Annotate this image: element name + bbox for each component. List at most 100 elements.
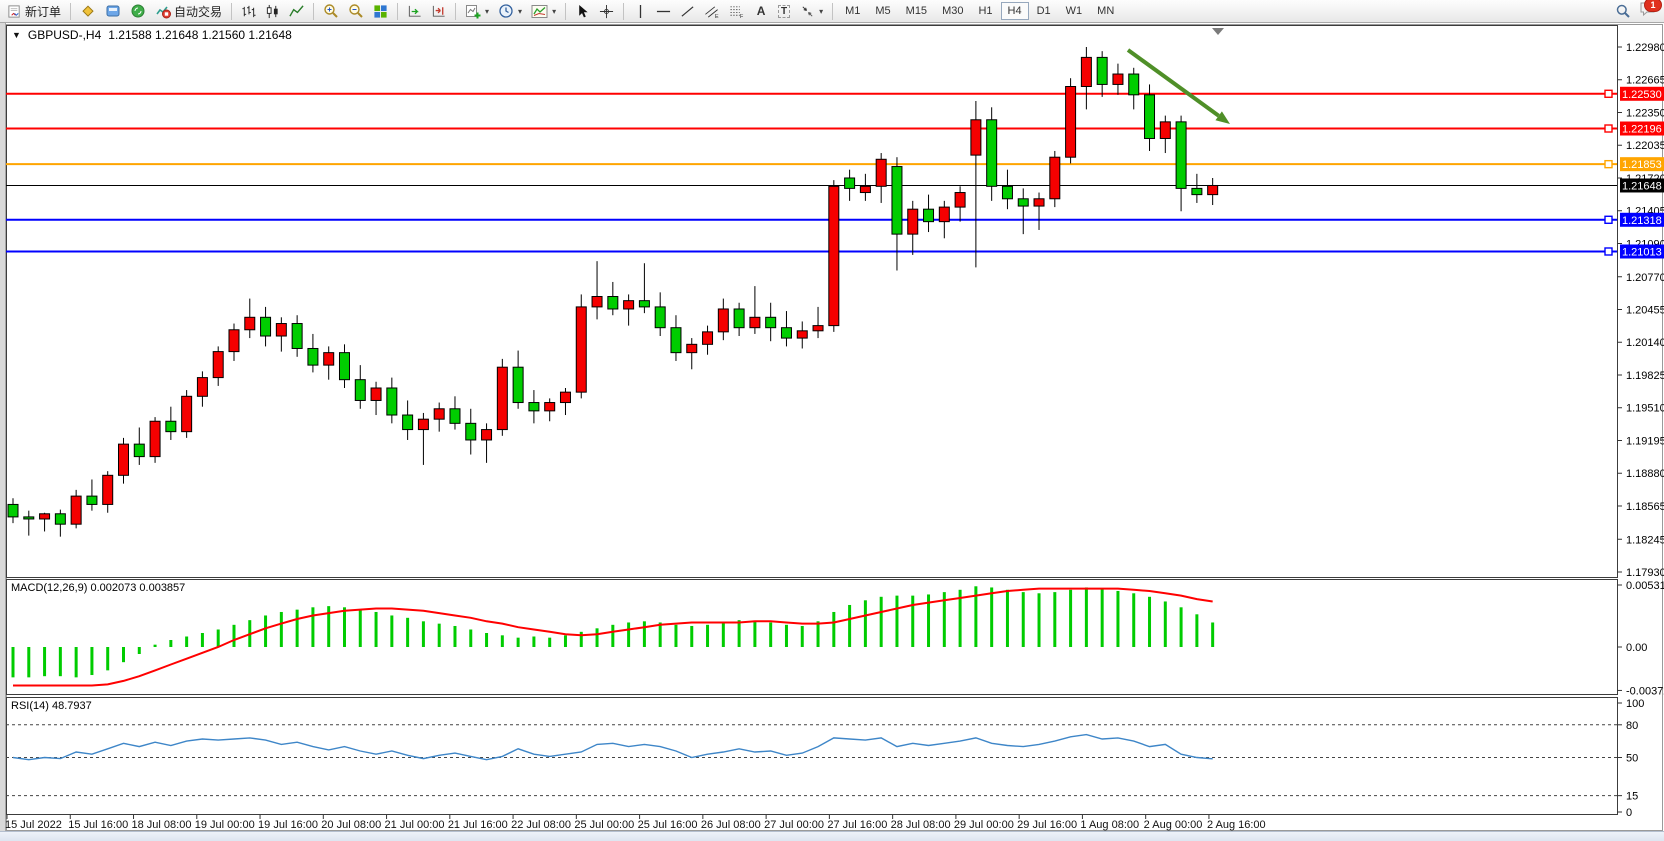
toolbar-separator	[397, 2, 399, 20]
timeframe-mn[interactable]: MN	[1090, 2, 1121, 20]
candle	[654, 306, 666, 329]
channel-letter: E	[715, 14, 719, 19]
rsi-tick-label: 80	[1626, 720, 1638, 732]
text-icon: A	[756, 4, 766, 18]
candle	[907, 208, 919, 235]
trendline-icon	[680, 4, 695, 19]
candle	[133, 443, 145, 458]
rsi-panel	[6, 697, 1618, 815]
timeframe-h1[interactable]: H1	[971, 2, 999, 20]
zoom-out-button[interactable]	[344, 1, 368, 21]
candle	[607, 296, 619, 310]
candle	[323, 352, 335, 366]
macd-signal-line	[13, 587, 1213, 687]
timeframe-w1[interactable]: W1	[1059, 2, 1090, 20]
crosshair-button[interactable]	[595, 1, 618, 21]
candle	[1080, 56, 1092, 88]
chevron-down-icon: ▾	[552, 6, 557, 16]
time-axis-label: 15 Jul 16:00	[68, 819, 128, 831]
timeframe-d1[interactable]: D1	[1030, 2, 1058, 20]
chevron-down-icon: ▾	[819, 6, 824, 16]
candle	[23, 516, 35, 520]
zoom-in-button[interactable]	[319, 1, 343, 21]
indicators-button[interactable]: ▾	[527, 1, 560, 21]
chart-shift-marker[interactable]	[1212, 28, 1224, 35]
macd-tick-label: -0.00372	[1626, 685, 1664, 697]
line-chart-icon	[289, 4, 304, 19]
time-axis-label: 29 Jul 00:00	[954, 819, 1014, 831]
chart-shift-button[interactable]	[427, 1, 450, 21]
bar-chart-button[interactable]	[237, 1, 260, 21]
time-axis-label: 19 Jul 16:00	[258, 819, 318, 831]
arrows-tool-button[interactable]: ▾	[796, 1, 827, 21]
vertical-line-tool-button[interactable]	[629, 1, 651, 21]
tile-windows-button[interactable]	[369, 1, 392, 21]
crosshair-icon	[599, 4, 614, 19]
candle	[512, 366, 524, 404]
status-bar	[0, 831, 1664, 841]
candle	[938, 206, 950, 223]
toolbar-separator	[832, 2, 834, 20]
text-tool-button[interactable]: A	[750, 1, 772, 21]
terminal-icon	[105, 3, 121, 19]
text-label-tool-button[interactable]: T	[773, 1, 795, 21]
candle	[859, 185, 871, 194]
candle	[417, 418, 429, 431]
timeframe-m1[interactable]: M1	[838, 2, 867, 20]
channel-tool-button[interactable]: E	[700, 1, 724, 21]
toolbar-separator	[623, 2, 625, 20]
timeframe-m5[interactable]: M5	[868, 2, 897, 20]
market-data-button[interactable]	[126, 1, 150, 21]
autotrading-button[interactable]: 自动交易	[151, 1, 226, 21]
candle	[433, 408, 445, 420]
horizontal-line-tool-button[interactable]	[652, 1, 675, 21]
timeframe-m15[interactable]: M15	[899, 2, 934, 20]
candlestick-chart-button[interactable]	[261, 1, 284, 21]
symbol-dropdown-icon[interactable]: ▼	[12, 30, 21, 40]
vertical-line-icon	[634, 4, 647, 19]
candle	[402, 414, 414, 431]
timeframe-m30[interactable]: M30	[935, 2, 970, 20]
price-tick-label: 1.18880	[1626, 468, 1664, 480]
candle	[765, 316, 777, 329]
price-tick-label: 1.22665	[1626, 75, 1664, 87]
line-anchor-marker	[1604, 247, 1613, 256]
time-axis-label: 20 Jul 08:00	[321, 819, 381, 831]
price-tick-label: 1.19825	[1626, 370, 1664, 382]
auto-scroll-button[interactable]	[403, 1, 426, 21]
candlestick-chart-icon	[265, 4, 280, 19]
time-axis-label: 2 Aug 16:00	[1207, 819, 1266, 831]
time-axis-label: 21 Jul 16:00	[448, 819, 508, 831]
candle	[496, 366, 508, 431]
candle	[575, 306, 587, 393]
timeframe-h4[interactable]: H4	[1000, 2, 1029, 20]
price-tick-label: 1.18245	[1626, 534, 1664, 546]
time-axis-label: 19 Jul 00:00	[195, 819, 255, 831]
macd-tick-label: 0.00531	[1626, 580, 1664, 592]
line-chart-button[interactable]	[285, 1, 308, 21]
notifications-button[interactable]: 1	[1639, 0, 1662, 22]
candle	[1159, 121, 1171, 139]
fibonacci-tool-button[interactable]: F	[725, 1, 749, 21]
period-button[interactable]: ▾	[494, 1, 526, 21]
search-button[interactable]	[1611, 1, 1635, 21]
tile-windows-icon	[373, 4, 388, 19]
trendline-tool-button[interactable]	[676, 1, 699, 21]
candle	[228, 329, 240, 353]
new-chart-button[interactable]: ▾	[461, 1, 493, 21]
candle	[1191, 187, 1203, 196]
chart-title-bar: ▼ GBPUSD-,H4 1.21588 1.21648 1.21560 1.2…	[12, 28, 292, 42]
new-order-button[interactable]: 新订单	[3, 1, 65, 21]
text-label-icon: T	[778, 4, 791, 18]
candle	[260, 316, 272, 337]
terminal-button[interactable]	[101, 1, 125, 21]
candle	[70, 495, 82, 525]
autotrading-label: 自动交易	[174, 4, 223, 19]
cursor-button[interactable]	[571, 1, 594, 21]
metaeditor-button[interactable]	[76, 1, 100, 21]
chart-canvas: 1.229801.226651.223501.220351.217201.214…	[5, 24, 1664, 831]
chart-ohlc-values: 1.21588 1.21648 1.21560 1.21648	[108, 28, 292, 42]
candle	[338, 352, 350, 381]
trend-arrow[interactable]	[1126, 48, 1220, 118]
